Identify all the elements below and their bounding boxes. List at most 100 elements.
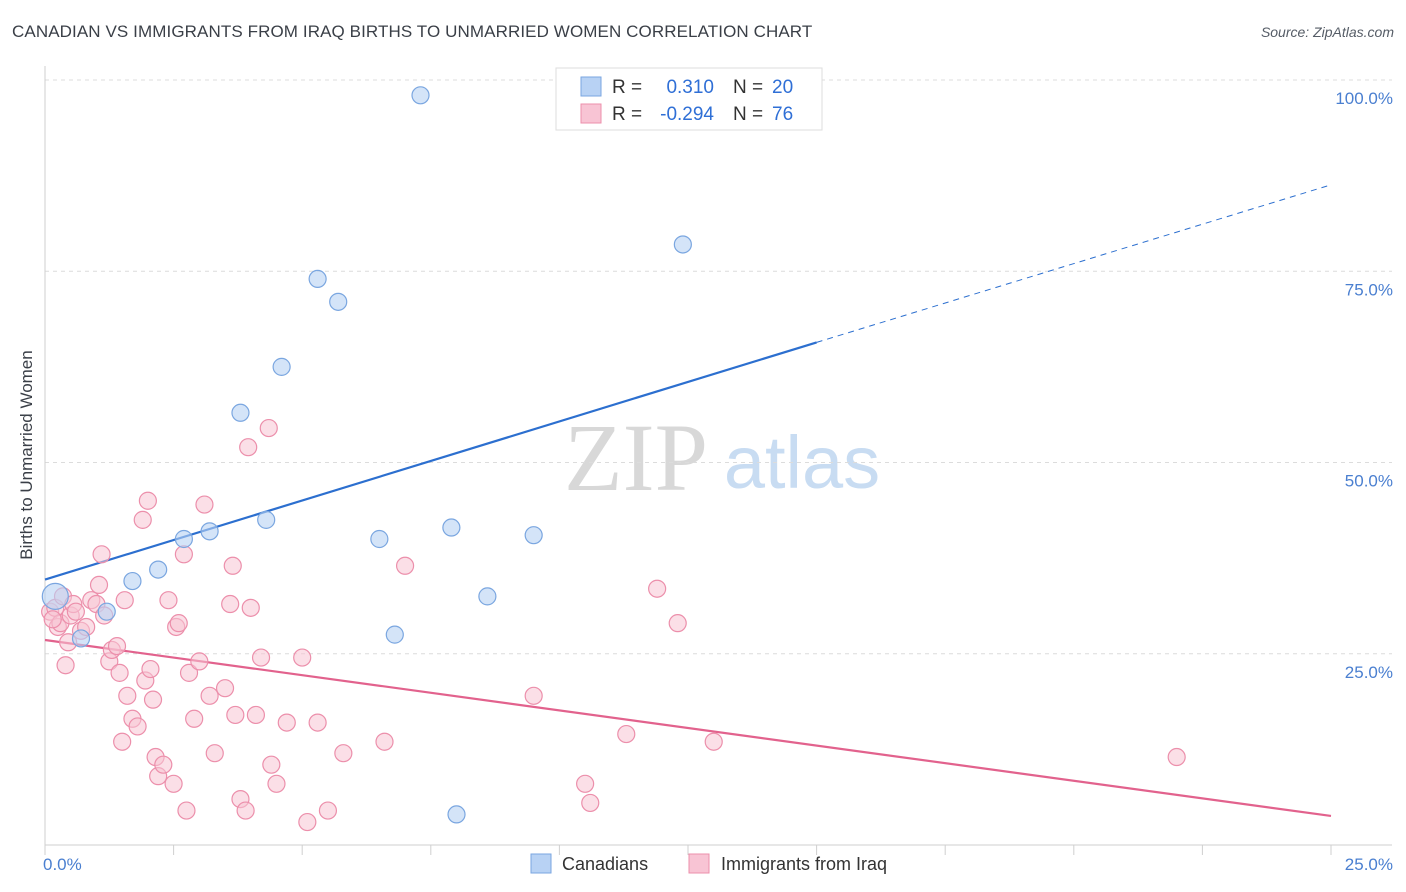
watermark-zip: ZIP (564, 404, 708, 511)
data-point-iraq (138, 491, 157, 510)
data-point-iraq (205, 744, 224, 763)
data-point-iraq (668, 614, 687, 633)
data-point-iraq (159, 591, 178, 610)
data-point-iraq (395, 556, 415, 575)
data-point-iraq (89, 575, 109, 595)
data-point-canadians (447, 805, 466, 824)
y-tick-label: 25.0% (1345, 663, 1393, 682)
y-tick-label: 50.0% (1345, 472, 1393, 491)
data-point-iraq (1167, 747, 1186, 767)
data-point-iraq (179, 663, 199, 682)
data-point-iraq (143, 690, 163, 709)
legend-r-label-1: R = (612, 77, 642, 98)
data-point-iraq (262, 755, 281, 774)
data-point-canadians (174, 529, 193, 549)
data-point-iraq (267, 774, 286, 793)
data-point-iraq (259, 418, 278, 438)
data-point-iraq (236, 801, 255, 820)
data-point-iraq (185, 709, 204, 728)
source-label: Source: ZipAtlas.com (1260, 24, 1394, 40)
series-canadians-points (41, 86, 692, 824)
legend-r-value-2: -0.294 (660, 104, 714, 125)
y-tick-label: 100.0% (1335, 89, 1393, 108)
data-point-iraq (215, 679, 235, 698)
data-point-canadians (370, 529, 389, 549)
legend-n-label-2: N = (733, 104, 763, 125)
data-point-iraq (107, 636, 127, 656)
data-point-iraq (66, 602, 85, 621)
data-point-canadians (478, 587, 497, 606)
data-point-iraq (133, 510, 152, 529)
data-point-iraq (704, 732, 723, 751)
data-point-canadians (149, 560, 168, 579)
legend-swatch-canadians (580, 76, 602, 97)
data-point-iraq (177, 801, 196, 820)
data-point-canadians (200, 522, 219, 541)
data-point-canadians (123, 571, 142, 591)
bottom-legend-swatch-iraq (688, 853, 710, 874)
data-point-iraq (223, 556, 242, 575)
legend-n-value-1: 20 (772, 77, 793, 98)
data-point-iraq (56, 656, 75, 675)
data-point-iraq (318, 801, 338, 820)
data-point-iraq (524, 686, 543, 705)
legend-n-value-2: 76 (772, 104, 793, 125)
data-point-iraq (298, 812, 317, 832)
data-point-iraq (128, 717, 147, 736)
data-point-iraq (293, 648, 312, 667)
data-point-canadians (231, 403, 250, 422)
y-axis-label: Births to Unmarried Women (17, 350, 36, 559)
data-point-iraq (581, 793, 600, 813)
trend-lines (44, 184, 1332, 818)
chart-title: CANADIAN VS IMMIGRANTS FROM IRAQ BIRTHS … (12, 22, 813, 41)
legend-r-value-1: 0.310 (666, 77, 714, 98)
data-point-canadians (71, 629, 91, 648)
trend-line-canadians-extension (816, 184, 1332, 343)
data-point-iraq (113, 732, 132, 751)
data-point-canadians (673, 235, 692, 254)
data-point-iraq (154, 755, 173, 774)
legend-swatch-iraq (580, 103, 602, 124)
data-point-canadians (524, 526, 543, 545)
trend-line-iraq (44, 638, 1332, 818)
data-point-iraq (190, 652, 209, 671)
data-point-iraq (239, 438, 258, 457)
y-tick-label: 75.0% (1345, 280, 1393, 299)
series-legend: Canadians Immigrants from Iraq (530, 853, 887, 874)
bottom-legend-label-canadians: Canadians (562, 854, 648, 874)
data-point-iraq (334, 744, 353, 763)
data-point-iraq (246, 705, 266, 725)
data-point-canadians (442, 518, 461, 537)
data-point-iraq (241, 598, 260, 617)
data-point-iraq (195, 495, 214, 514)
data-point-iraq (277, 713, 296, 732)
trend-line-canadians (44, 341, 817, 581)
data-point-iraq (110, 663, 129, 682)
data-point-canadians (308, 269, 327, 288)
data-point-canadians (257, 510, 276, 529)
x-tick-label: 25.0% (1345, 855, 1393, 874)
data-point-iraq (118, 686, 137, 705)
data-point-canadians (411, 86, 430, 105)
x-tick-label: 0.0% (43, 855, 82, 874)
data-point-canadians (97, 602, 116, 621)
data-point-iraq (617, 724, 636, 744)
data-point-iraq (251, 648, 271, 667)
data-point-iraq (115, 591, 134, 610)
data-point-iraq (648, 579, 667, 598)
data-point-iraq (92, 545, 111, 564)
data-point-iraq (308, 713, 327, 732)
data-point-canadians (272, 357, 291, 376)
legend-n-label-1: N = (733, 77, 763, 98)
data-point-iraq (226, 705, 245, 725)
axes: 100.0% 75.0% 50.0% 25.0% 0.0% 25.0% (43, 66, 1393, 874)
data-point-iraq (164, 774, 183, 793)
data-point-canadians (385, 625, 404, 644)
bottom-legend-swatch-canadians (530, 853, 552, 874)
data-point-iraq (221, 594, 240, 614)
data-point-iraq (169, 614, 188, 633)
data-point-iraq (375, 732, 394, 751)
gridlines (45, 79, 1392, 655)
legend-r-label-2: R = (612, 104, 642, 125)
